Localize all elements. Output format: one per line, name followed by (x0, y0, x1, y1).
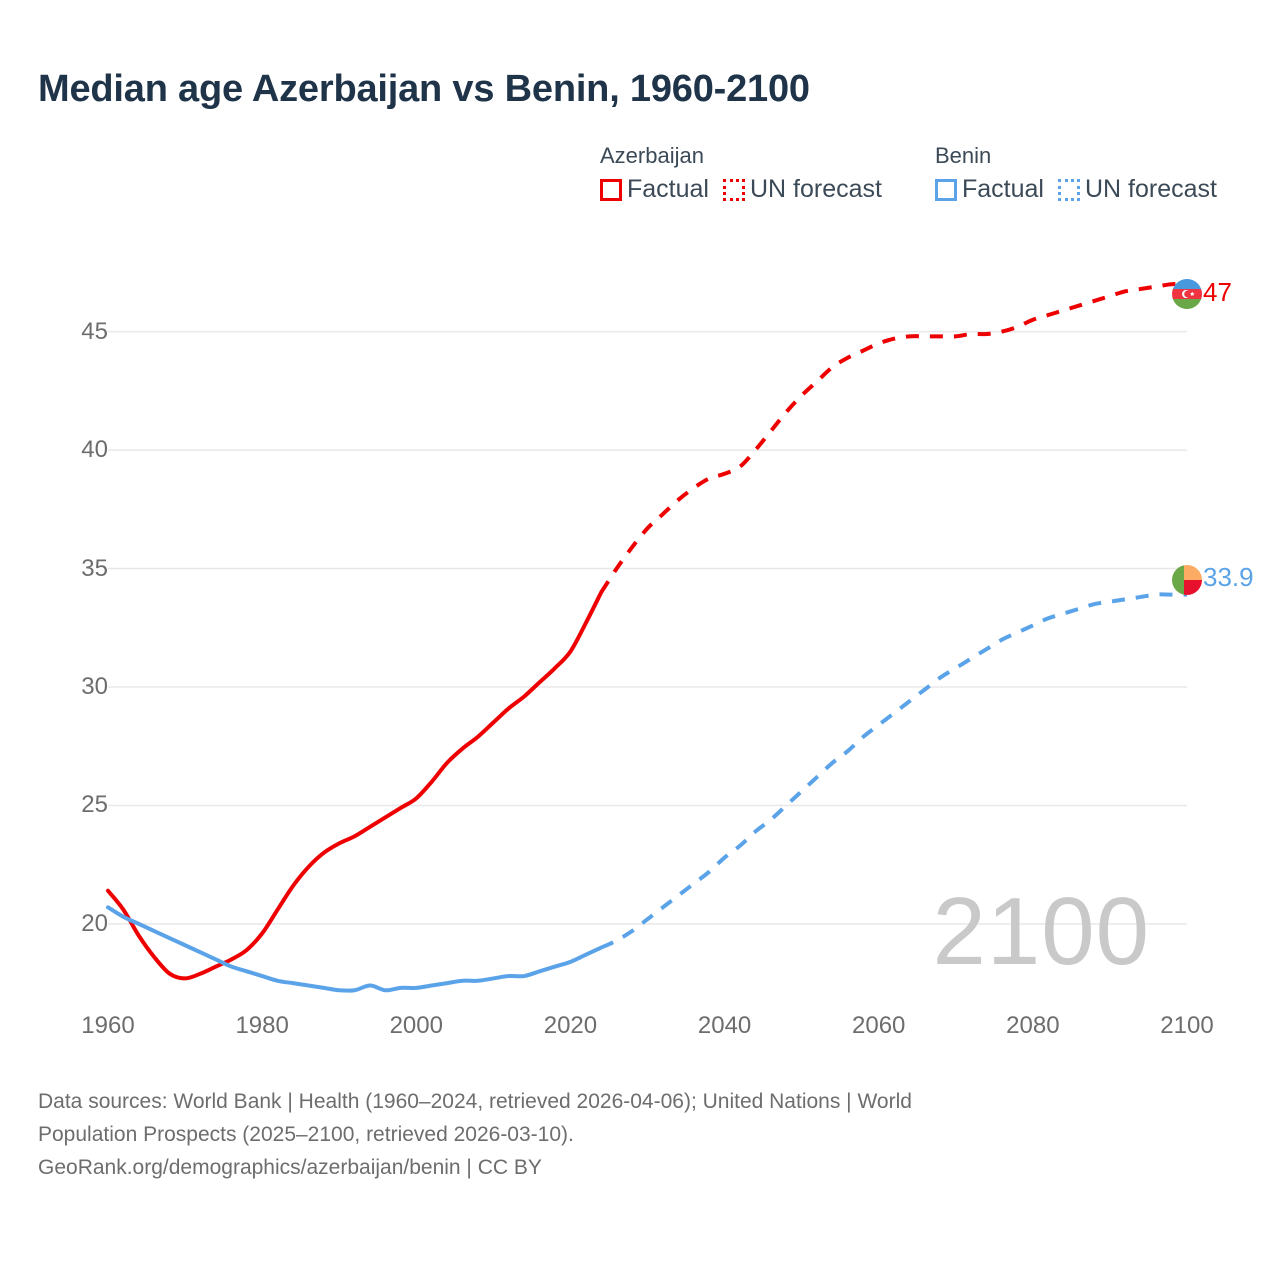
footer-line-2: Population Prospects (2025–2100, retriev… (38, 1123, 574, 1146)
y-axis-tick-label: 25 (81, 791, 108, 819)
legend-group-azerbaijan: Azerbaijan Factual UN forecast (600, 143, 896, 204)
x-axis-tick-label: 1980 (235, 1012, 289, 1039)
x-axis-tick-label: 1960 (81, 1012, 135, 1039)
legend-label-azerbaijan-factual: Factual (627, 175, 709, 203)
legend-item-azerbaijan-forecast[interactable]: UN forecast (722, 175, 882, 204)
series-line-benin-factual (106, 905, 604, 993)
legend-item-benin-forecast[interactable]: UN forecast (1057, 175, 1217, 204)
y-axis-tick-label: 30 (81, 672, 108, 700)
year-watermark: 2100 (932, 878, 1150, 985)
legend-item-benin-factual[interactable]: Factual (935, 175, 1044, 204)
x-axis-tick-label: 2020 (543, 1012, 598, 1039)
legend-item-azerbaijan-factual[interactable]: Factual (600, 175, 709, 204)
series-line-azerbaijan-forecast (599, 282, 1188, 594)
legend-label-benin-forecast: UN forecast (1084, 175, 1217, 203)
azerbaijan-end-value: 47 (1203, 277, 1232, 307)
footer-sources: Data sources: World Bank | Health (1960–… (38, 1085, 1168, 1184)
y-axis-tick-label: 20 (81, 909, 108, 937)
x-axis-tick-label: 2060 (852, 1012, 906, 1039)
azerbaijan-flag-icon (1172, 279, 1202, 309)
y-axis-ticks: 20 25 30 35 40 45 (0, 0, 108, 1280)
benin-end-value: 33.9 (1203, 562, 1254, 592)
legend-group-benin: Benin Factual UN forecast (935, 143, 1231, 204)
legend-label-azerbaijan-forecast: UN forecast (749, 175, 882, 203)
series-line-azerbaijan-factual (106, 590, 604, 981)
y-axis-tick-label: 45 (81, 317, 108, 345)
page-title: Median age Azerbaijan vs Benin, 1960-210… (38, 68, 810, 110)
footer-line-1: Data sources: World Bank | Health (1960–… (38, 1090, 912, 1113)
chart-legend: Azerbaijan Factual UN forecast Benin Fac… (600, 143, 1260, 228)
x-axis-tick-label: 2080 (1006, 1012, 1060, 1039)
x-axis-tick-label: 2040 (697, 1012, 752, 1039)
legend-country-azerbaijan: Azerbaijan (600, 143, 704, 168)
legend-country-benin: Benin (935, 143, 992, 168)
x-axis-tick-label: 2100 (1160, 1012, 1214, 1039)
benin-flag-icon (1172, 565, 1202, 595)
y-axis-tick-label: 40 (81, 436, 108, 464)
legend-swatch-solid-icon (600, 178, 622, 201)
x-axis-tick-label: 2000 (389, 1012, 443, 1039)
y-axis-tick-label: 35 (81, 554, 108, 582)
legend-swatch-dotted-icon (722, 178, 745, 201)
legend-label-benin-factual: Factual (962, 175, 1044, 203)
footer-line-3[interactable]: GeoRank.org/demographics/azerbaijan/beni… (38, 1156, 542, 1179)
legend-swatch-dotted-icon (1057, 178, 1080, 201)
legend-swatch-solid-icon (935, 178, 957, 201)
series-line-benin-forecast (600, 592, 1187, 950)
